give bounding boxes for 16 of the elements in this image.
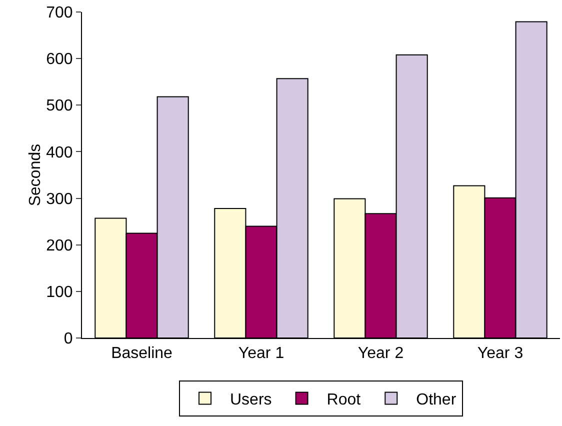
x-tick-label: Year 2 [358,345,404,362]
y-axis-title: Seconds [27,144,44,206]
y-tick-label: 600 [46,51,73,68]
y-tick-label: 500 [46,98,73,115]
y-tick-label: 200 [46,237,73,254]
y-tick-label: 300 [46,190,73,208]
x-tick-label: Baseline [111,345,173,362]
y-tick-label: 0 [64,330,73,348]
y-tick-label: 700 [46,4,73,22]
y-tick-label: 400 [46,144,73,162]
y-tick-label: 100 [46,284,73,302]
legend-label: Root [326,392,362,409]
legend-label: Other [416,392,457,409]
x-tick-label: Year 1 [238,345,284,362]
x-tick-label: Year 3 [477,345,524,362]
legend-label: Users [230,392,272,409]
